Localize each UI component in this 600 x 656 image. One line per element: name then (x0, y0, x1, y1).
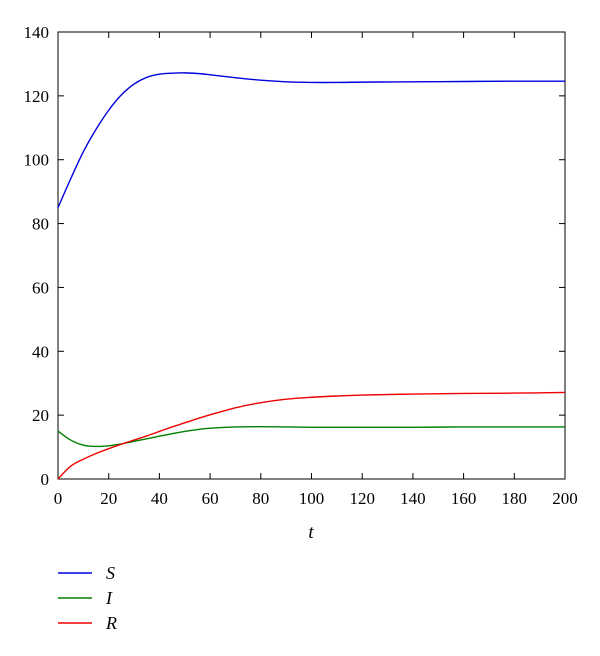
y-tick-label: 20 (32, 406, 49, 425)
x-tick-label: 100 (299, 489, 325, 508)
legend-label-i: I (105, 588, 113, 608)
x-tick-label: 140 (400, 489, 426, 508)
y-tick-label: 80 (32, 215, 49, 234)
x-tick-label: 0 (54, 489, 63, 508)
y-tick-label: 60 (32, 278, 49, 297)
series-lines (57, 72, 566, 480)
x-tick-label: 80 (252, 489, 269, 508)
x-tick-label: 120 (349, 489, 375, 508)
x-tick-label: 160 (451, 489, 477, 508)
y-tick-label: 100 (24, 151, 50, 170)
x-tick-label: 60 (202, 489, 219, 508)
x-tick-label: 20 (100, 489, 117, 508)
series-line-i (57, 425, 565, 448)
y-tick-label: 40 (32, 342, 49, 361)
series-line-r (57, 391, 566, 480)
axis-ticks: 0 20 40 60 80 100 120 140 160 180 200 0 20 40 60 80 100 1… (24, 23, 578, 508)
y-tick-label: 120 (24, 87, 50, 106)
legend: SIR (58, 563, 117, 633)
y-tick-label: 140 (24, 23, 50, 42)
legend-label-s: S (106, 563, 115, 583)
y-tick-label: 0 (41, 470, 50, 489)
x-tick-label: 40 (151, 489, 168, 508)
legend-label-r: R (105, 613, 117, 633)
x-tick-label: 180 (502, 489, 528, 508)
x-tick-label: 200 (552, 489, 578, 508)
x-axis-title: t (308, 522, 314, 543)
series-line-s (57, 72, 566, 208)
plot-frame (57, 31, 566, 480)
